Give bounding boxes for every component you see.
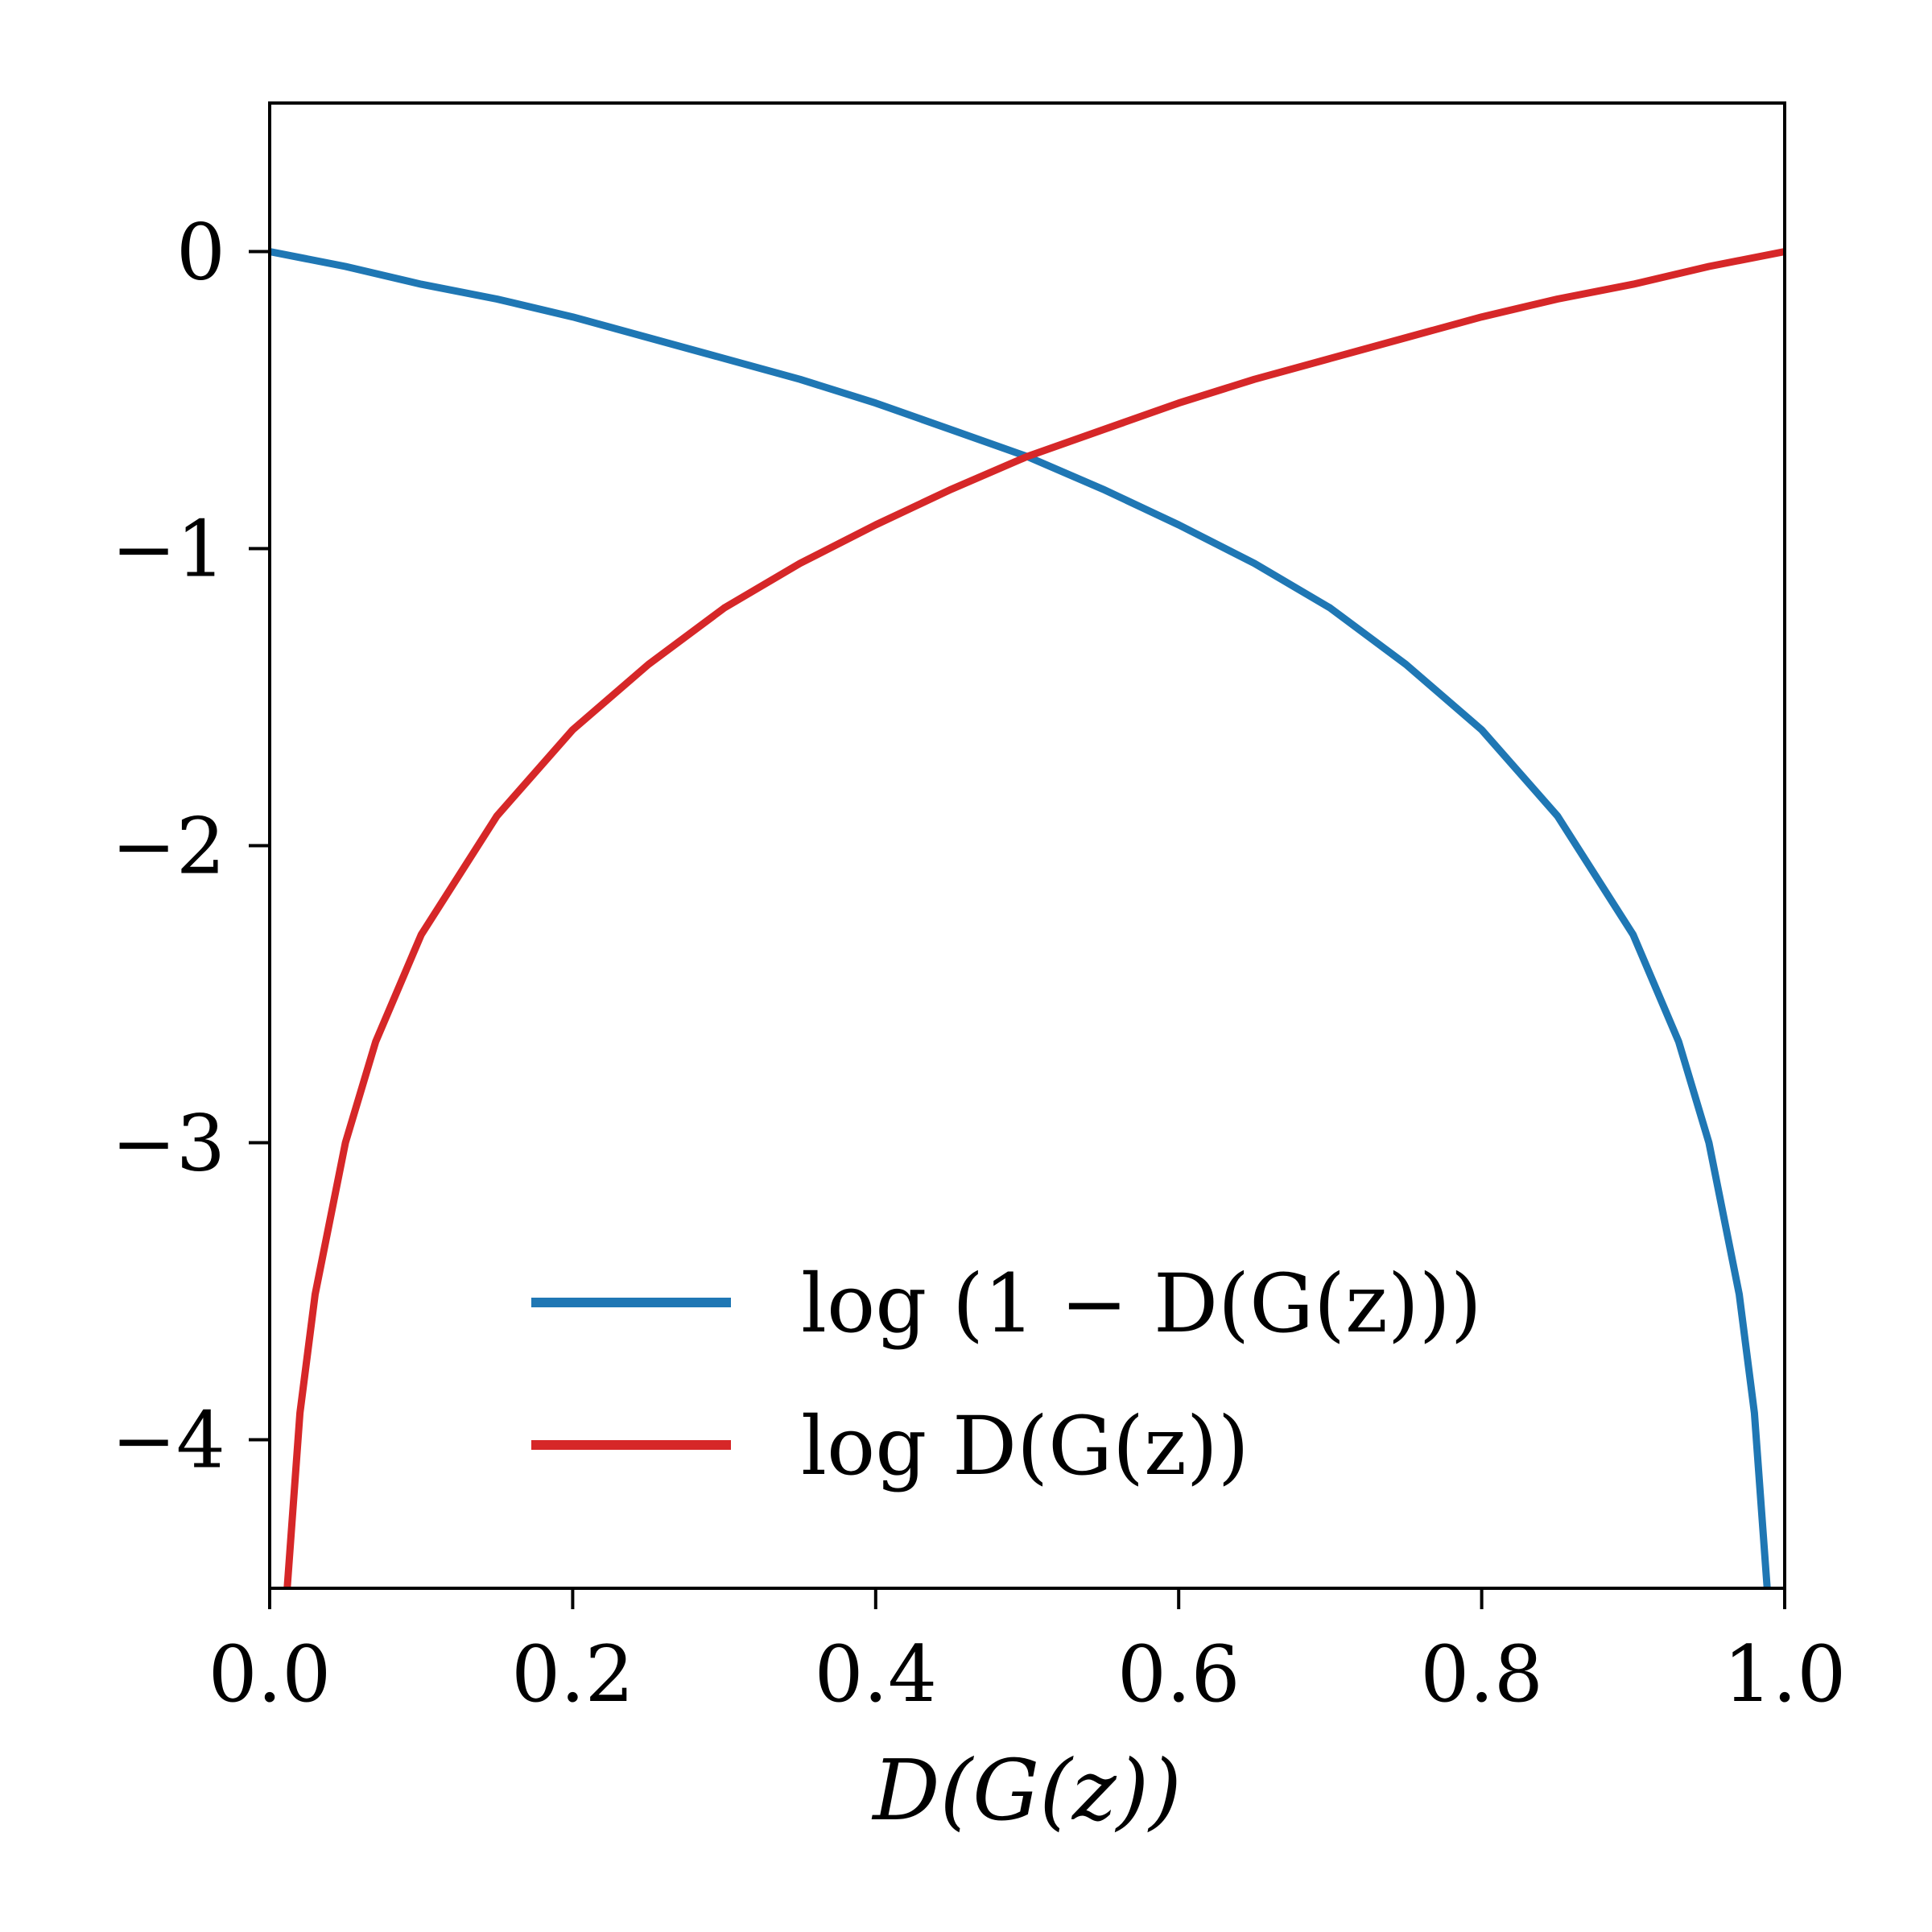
series-line-0 bbox=[270, 248, 1771, 1588]
x-tick-label: 0.6 bbox=[1117, 1629, 1241, 1719]
x-tick-label: 0.2 bbox=[511, 1629, 634, 1719]
legend: log (1 − D(G(z))) log D(G(z)) bbox=[531, 1257, 1482, 1493]
y-tick-label: 0 bbox=[176, 208, 225, 298]
series-layer bbox=[270, 248, 1785, 1588]
x-tick-label: 0.4 bbox=[814, 1629, 937, 1719]
y-tick-label: −1 bbox=[111, 505, 225, 595]
legend-label: log D(G(z)) bbox=[801, 1399, 1249, 1493]
x-tick-label: 1.0 bbox=[1724, 1629, 1847, 1719]
series-line-1 bbox=[283, 248, 1785, 1588]
x-axis-title: D(G(z)) bbox=[871, 1741, 1182, 1839]
legend-label: log (1 − D(G(z))) bbox=[801, 1257, 1482, 1351]
x-tick-label: 0.8 bbox=[1420, 1629, 1543, 1719]
y-axis: 0 −1 −2 −3 −4 bbox=[111, 208, 270, 1486]
y-tick-label: −3 bbox=[111, 1099, 225, 1189]
x-tick-label: 0.0 bbox=[208, 1629, 332, 1719]
y-tick-label: −4 bbox=[111, 1396, 225, 1486]
plot-frame bbox=[268, 101, 1786, 1590]
y-tick-label: −2 bbox=[111, 802, 225, 892]
x-axis: 0.0 0.2 0.4 0.6 0.8 1.0 bbox=[208, 1588, 1847, 1719]
